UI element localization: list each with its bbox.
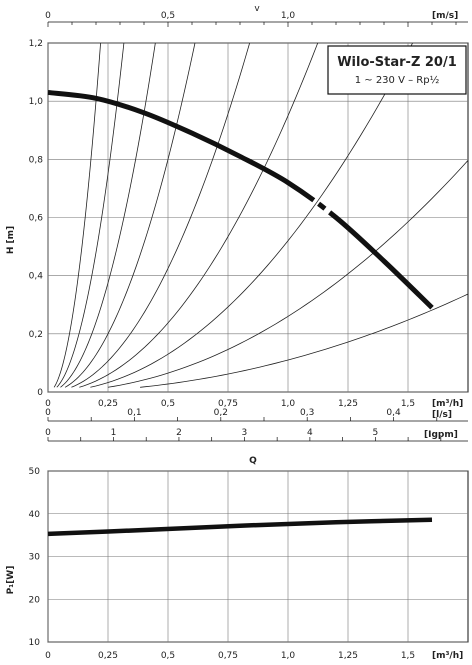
head-x-tick-label: 0,75: [218, 399, 238, 409]
power-x-tick-label: 1,0: [281, 651, 296, 661]
head-x-ticks: 0 0,25 0,5 0,75 1,0 1,25 1,5: [45, 399, 415, 409]
secondary-tick-label: 4: [307, 428, 313, 438]
head-x-tick-label: 0,25: [98, 399, 118, 409]
title-box: Wilo-Star-Z 20/1 1 ~ 230 V – Rp½: [327, 45, 467, 95]
system-curve: [64, 43, 196, 388]
secondary-tick-label: 0,1: [127, 408, 141, 418]
power-y-ticks: 10 20 30 40 50: [29, 467, 41, 648]
power-x-tick-label: 1,5: [401, 651, 415, 661]
power-y-tick-label: 20: [29, 595, 41, 605]
head-y-tick-label: 0: [37, 388, 43, 398]
secondary-tick-label: 0: [45, 408, 51, 418]
velocity-axis-label: v: [254, 4, 260, 14]
system-curve: [53, 43, 101, 388]
head-x-tick-label: 1,0: [281, 399, 296, 409]
system-curve: [140, 293, 468, 388]
power-x-tick-label: 0: [45, 651, 51, 661]
system-curve: [79, 43, 319, 388]
power-series: [47, 517, 433, 537]
head-y-ticks: 0 0,2 0,4 0,6 0,8 1,0 1,2: [29, 39, 44, 398]
system-curve: [71, 43, 251, 388]
title-box-frame: [327, 45, 467, 95]
power-x-tick-label: 1,25: [338, 651, 358, 661]
secondary-axis-unit: [Igpm]: [424, 430, 458, 440]
pump-head-curve: [47, 89, 434, 310]
power-y-axis-label: P₁[W]: [6, 566, 16, 595]
head-chart: 00,20,40,60,81,01,2 0 0,25 0,5 0,75 1,0 1,25 1…: [6, 4, 469, 466]
secondary-tick-label: 1: [111, 428, 117, 438]
secondary-tick-label: 0,3: [300, 408, 314, 418]
power-y-tick-label: 50: [29, 467, 41, 477]
velocity-axis: 0 0,5 1,0: [45, 11, 468, 27]
system-curve: [90, 43, 414, 388]
system-curve: [60, 43, 156, 388]
secondary-tick-label: 3: [242, 428, 248, 438]
secondary-tick-label: 0: [45, 428, 51, 438]
head-y-tick-label: 1,2: [29, 39, 43, 49]
system-curve: [56, 43, 125, 388]
velocity-tick-label: 0,5: [161, 11, 175, 21]
secondary-tick-label: 2: [176, 428, 182, 438]
power-x-tick-label: 0,25: [98, 651, 118, 661]
power-x-axis-unit: [m³/h]: [432, 651, 463, 661]
power-x-ticks: 0 0,25 0,5 0,75 1,0 1,25 1,5: [45, 651, 415, 661]
power-y-tick-label: 40: [29, 510, 41, 520]
head-y-tick-label: 0,2: [29, 330, 43, 340]
velocity-axis-unit: [m/s]: [432, 11, 458, 21]
system-curve: [107, 160, 468, 388]
head-y-axis-label: H [m]: [6, 226, 16, 254]
power-y-tick-label: 10: [29, 638, 41, 648]
flow-axis-label: Q: [249, 456, 257, 466]
secondary-flow-axes: 0 0,1 0,2 0,3 0,4 [l/s] 0 1 2 3 4 5 [Igpm]: [45, 408, 468, 442]
head-x-tick-label: 1,25: [338, 399, 358, 409]
power-x-tick-label: 0,5: [161, 651, 175, 661]
power-chart-grid: [47, 470, 468, 643]
power-curve: [47, 517, 433, 537]
head-y-tick-label: 0,6: [29, 214, 44, 224]
head-x-axis-unit: [m³/h]: [432, 399, 463, 409]
chart-subtitle: 1 ~ 230 V – Rp½: [355, 74, 440, 86]
velocity-tick-label: 0: [45, 11, 51, 21]
head-y-tick-label: 0,8: [29, 155, 44, 165]
head-y-tick-label: 1,0: [29, 97, 44, 107]
secondary-tick-label: 0,4: [386, 408, 401, 418]
secondary-tick-label: 0,2: [214, 408, 228, 418]
system-curves: [53, 43, 468, 388]
head-x-tick-label: 1,5: [401, 399, 415, 409]
secondary-tick-label: 5: [372, 428, 378, 438]
head-x-tick-label: 0,5: [161, 399, 175, 409]
head-chart-grid: [47, 42, 468, 393]
chart-title: Wilo-Star-Z 20/1: [337, 55, 457, 70]
head-y-tick-label: 0,4: [29, 272, 44, 282]
velocity-tick-label: 1,0: [281, 11, 296, 21]
secondary-axis-unit: [l/s]: [432, 410, 452, 420]
power-x-tick-label: 0,75: [218, 651, 238, 661]
head-series: [47, 89, 434, 310]
power-y-tick-label: 30: [29, 553, 41, 563]
head-x-tick-label: 0: [45, 399, 51, 409]
